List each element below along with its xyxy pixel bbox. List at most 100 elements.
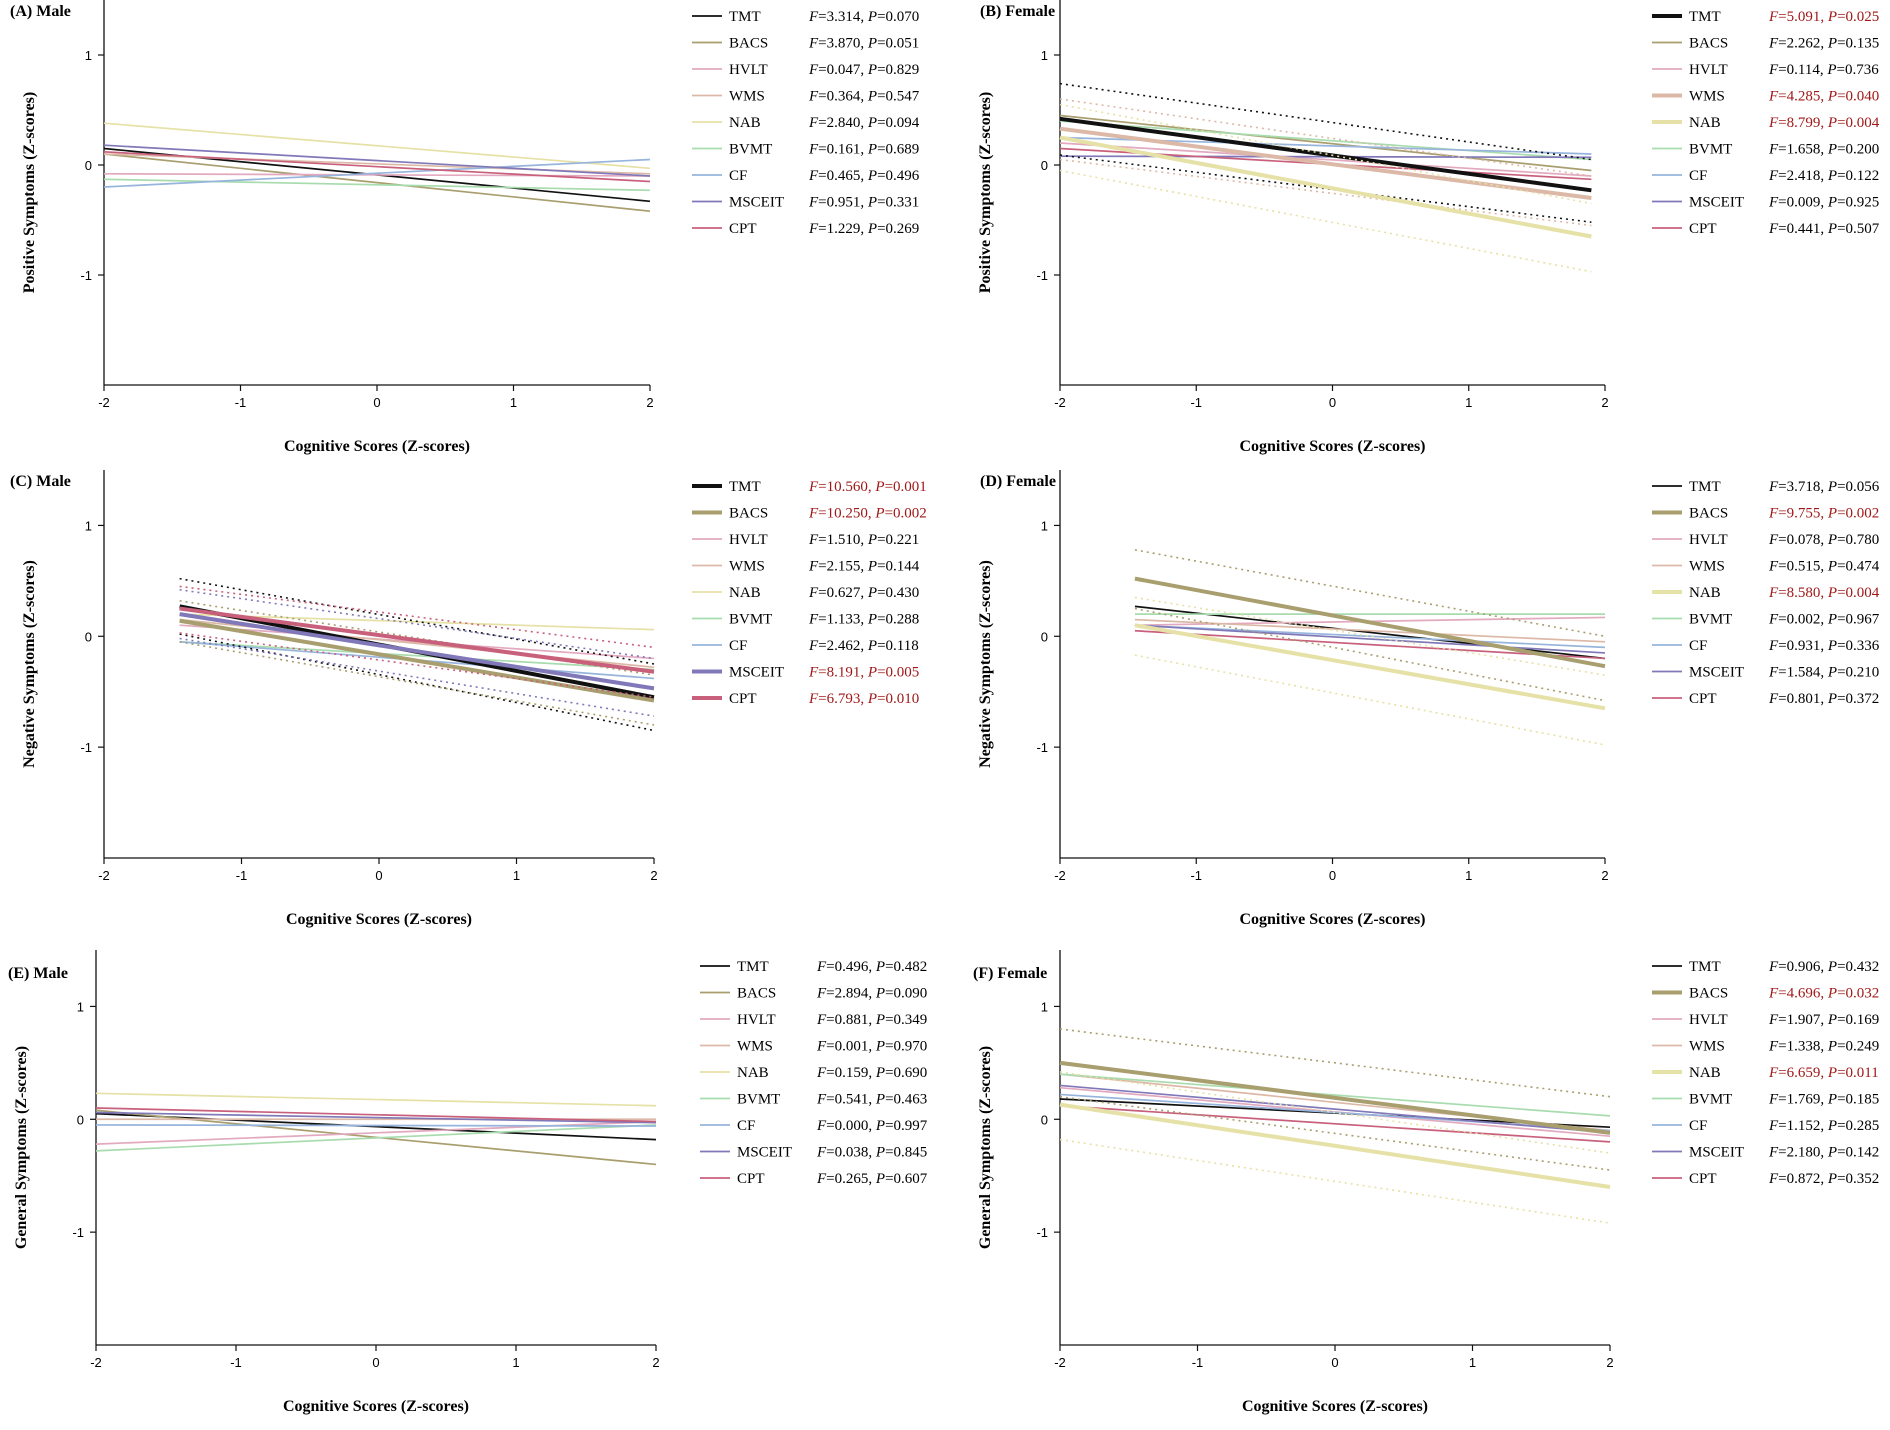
legend-label: CPT <box>1689 1171 1717 1187</box>
series-line-cf <box>103 158 651 188</box>
series-line-msceit <box>1134 624 1606 654</box>
panel-title: (F) Female <box>973 965 1047 982</box>
x-tick-label: 0 <box>1329 868 1336 883</box>
ci-upper-line-bacs <box>179 600 655 676</box>
y-tick-label: -1 <box>80 740 92 755</box>
legend-stat: F=9.755, P=0.002 <box>1768 506 1879 522</box>
p-value: 0.142 <box>1846 1145 1880 1161</box>
legend-label: MSCEIT <box>1689 665 1744 681</box>
f-value: 5.091 <box>1787 9 1821 25</box>
ci-lower-line-bacs <box>1059 1095 1611 1171</box>
legend-stat: F=0.265, P=0.607 <box>816 1171 928 1187</box>
series-line-bvmt <box>1059 1073 1611 1117</box>
f-value: 0.801 <box>1787 691 1821 707</box>
f-value: 1.658 <box>1787 142 1821 158</box>
series-line-hvlt <box>1059 142 1592 177</box>
legend-label: WMS <box>1689 559 1725 575</box>
p-value: 0.336 <box>1846 638 1880 654</box>
series-line-msceit <box>1059 1084 1611 1134</box>
x-tick-label: 2 <box>1606 1355 1613 1370</box>
f-value: 0.009 <box>1787 195 1821 211</box>
legend-label: CPT <box>729 221 757 237</box>
legend-label: HVLT <box>737 1012 776 1028</box>
legend-label: MSCEIT <box>1689 195 1744 211</box>
legend-label: CF <box>1689 168 1707 184</box>
legend-stat: F=2.894, P=0.090 <box>816 986 927 1002</box>
legend-stat: F=0.496, P=0.482 <box>816 959 927 975</box>
series-line-bacs <box>1059 1060 1611 1135</box>
legend-stat: F=0.465, P=0.496 <box>808 168 920 184</box>
p-value: 0.970 <box>894 1039 928 1055</box>
ci-lower-line-wms <box>1059 158 1592 227</box>
legend-stat: F=1.133, P=0.288 <box>808 612 919 628</box>
legend-stat: F=4.285, P=0.040 <box>1768 89 1879 105</box>
x-tick-label: -2 <box>98 868 110 883</box>
legend-stat: F=0.951, P=0.331 <box>808 195 919 211</box>
series-line-nab <box>95 1092 657 1107</box>
legend-label: HVLT <box>729 532 768 548</box>
f-value: 2.155 <box>827 559 861 575</box>
x-tick-label: 2 <box>1601 395 1608 410</box>
x-tick-label: 1 <box>512 1355 519 1370</box>
chart-svg: (F) Female -2 -1 0 1 2 1 0 -1 Cognitive Scores (Z… <box>973 950 1880 1415</box>
series-line-msceit <box>179 612 655 691</box>
f-value: 0.881 <box>835 1012 869 1028</box>
y-tick-label: 1 <box>85 48 92 63</box>
legend-label: MSCEIT <box>729 665 784 681</box>
p-value: 0.002 <box>893 506 927 522</box>
legend-label: CF <box>1689 1118 1707 1134</box>
y-tick-label: 1 <box>1041 999 1048 1014</box>
series-line-bacs <box>1134 576 1606 669</box>
f-value: 9.755 <box>1787 506 1821 522</box>
f-value: 0.002 <box>1787 612 1821 628</box>
series-line-bvmt <box>1059 120 1592 161</box>
legend-stat: F=0.931, P=0.336 <box>1768 638 1880 654</box>
legend-label: BACS <box>1689 986 1728 1002</box>
panel-a-positive-male: (A) Male -2 -1 0 1 2 1 0 -1 Cognitive Scores (Z-s… <box>0 0 945 470</box>
f-value: 0.465 <box>827 168 861 184</box>
p-value: 0.221 <box>886 532 920 548</box>
f-value: 10.560 <box>827 479 868 495</box>
chart-svg: (D) Female -2 -1 0 1 2 1 0 -1 Cognitive Scores (Z… <box>977 470 1880 928</box>
p-value: 0.002 <box>1846 506 1880 522</box>
legend-label: BVMT <box>1689 1092 1732 1108</box>
f-value: 2.180 <box>1787 1145 1821 1161</box>
chart-svg: (E) Male -2 -1 0 1 2 1 0 -1 Cognitive Scores (Z-s… <box>8 950 928 1415</box>
y-axis-label: General Symptoms (Z-scores) <box>977 1046 994 1249</box>
f-value: 0.159 <box>835 1065 869 1081</box>
panel-title: (D) Female <box>980 473 1056 490</box>
x-tick-label: -2 <box>1054 1355 1066 1370</box>
legend-label: BVMT <box>729 612 772 628</box>
legend-label: TMT <box>1689 479 1721 495</box>
x-tick-label: 0 <box>373 395 380 410</box>
p-value: 0.122 <box>1846 168 1880 184</box>
ci-lower-line-tmt <box>179 633 655 732</box>
series-line-bvmt <box>179 640 655 671</box>
f-value: 1.769 <box>1787 1092 1821 1108</box>
legend-stat: F=2.462, P=0.118 <box>808 638 919 654</box>
ci-upper-line-nab <box>1134 596 1606 676</box>
legend-stat: F=6.793, P=0.010 <box>808 691 919 707</box>
series-line-hvlt <box>103 172 651 177</box>
y-tick-label: 0 <box>77 1112 84 1127</box>
legend-label: BACS <box>737 986 776 1002</box>
f-value: 1.152 <box>1787 1118 1821 1134</box>
f-value: 6.659 <box>1787 1065 1821 1081</box>
ci-lower-line-bacs <box>1134 607 1606 702</box>
legend-label: CF <box>729 168 747 184</box>
series-line-cpt <box>103 150 651 183</box>
p-value: 0.118 <box>886 638 919 654</box>
legend-stat: F=0.541, P=0.463 <box>816 1092 927 1108</box>
x-tick-label: 1 <box>1465 868 1472 883</box>
x-tick-label: 0 <box>1331 1355 1338 1370</box>
legend-stat: F=0.627, P=0.430 <box>808 585 919 601</box>
p-value: 0.463 <box>894 1092 928 1108</box>
x-axis-label: Cognitive Scores (Z-scores) <box>286 911 472 928</box>
x-tick-label: 2 <box>650 868 657 883</box>
p-value: 0.249 <box>1846 1039 1880 1055</box>
series-line-nab <box>103 122 651 170</box>
chart-svg: (A) Male -2 -1 0 1 2 1 0 -1 Cognitive Scores (Z-s… <box>10 0 920 455</box>
ci-lower-line-msceit <box>179 637 655 717</box>
f-value: 0.364 <box>827 89 861 105</box>
legend-stat: F=0.009, P=0.925 <box>1768 195 1879 211</box>
